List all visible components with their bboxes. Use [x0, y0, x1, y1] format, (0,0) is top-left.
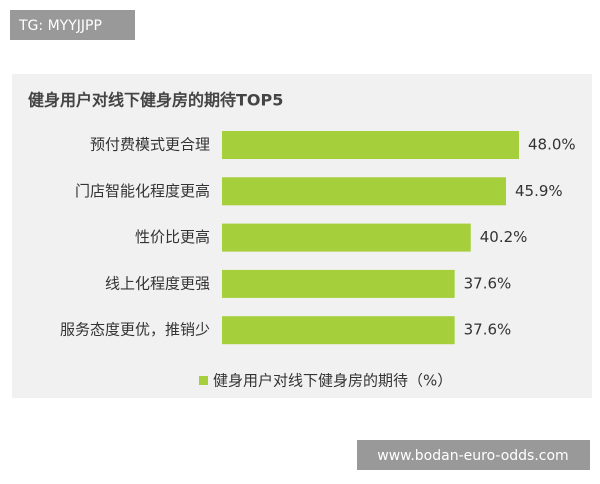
chart-title: 健身用户对线下健身房的期待TOP5: [28, 91, 283, 110]
category-label: 线上化程度更强: [105, 274, 210, 292]
category-label: 性价比更高: [135, 228, 210, 246]
bar: [222, 223, 471, 252]
bar: [222, 269, 455, 298]
value-label: 48.0%: [528, 136, 576, 154]
value-label: 37.6%: [464, 274, 512, 292]
bar: [222, 316, 455, 345]
legend-swatch: [199, 376, 208, 385]
watermark-box: [357, 440, 590, 470]
watermark-text: TG: MYYJJPP: [18, 18, 102, 34]
category-label: 预付费模式更合理: [90, 136, 210, 154]
bar: [222, 131, 519, 159]
watermark-text: www.bodan-euro-odds.com: [377, 448, 568, 464]
legend-label: 健身用户对线下健身房的期待（%）: [213, 372, 452, 390]
value-label: 40.2%: [480, 228, 528, 246]
category-label: 服务态度更优，推销少: [60, 321, 210, 339]
value-label: 45.9%: [515, 182, 563, 200]
category-label: 门店智能化程度更高: [75, 182, 210, 200]
value-label: 37.6%: [464, 321, 512, 339]
watermark-box: [10, 10, 135, 40]
bar: [222, 177, 507, 206]
